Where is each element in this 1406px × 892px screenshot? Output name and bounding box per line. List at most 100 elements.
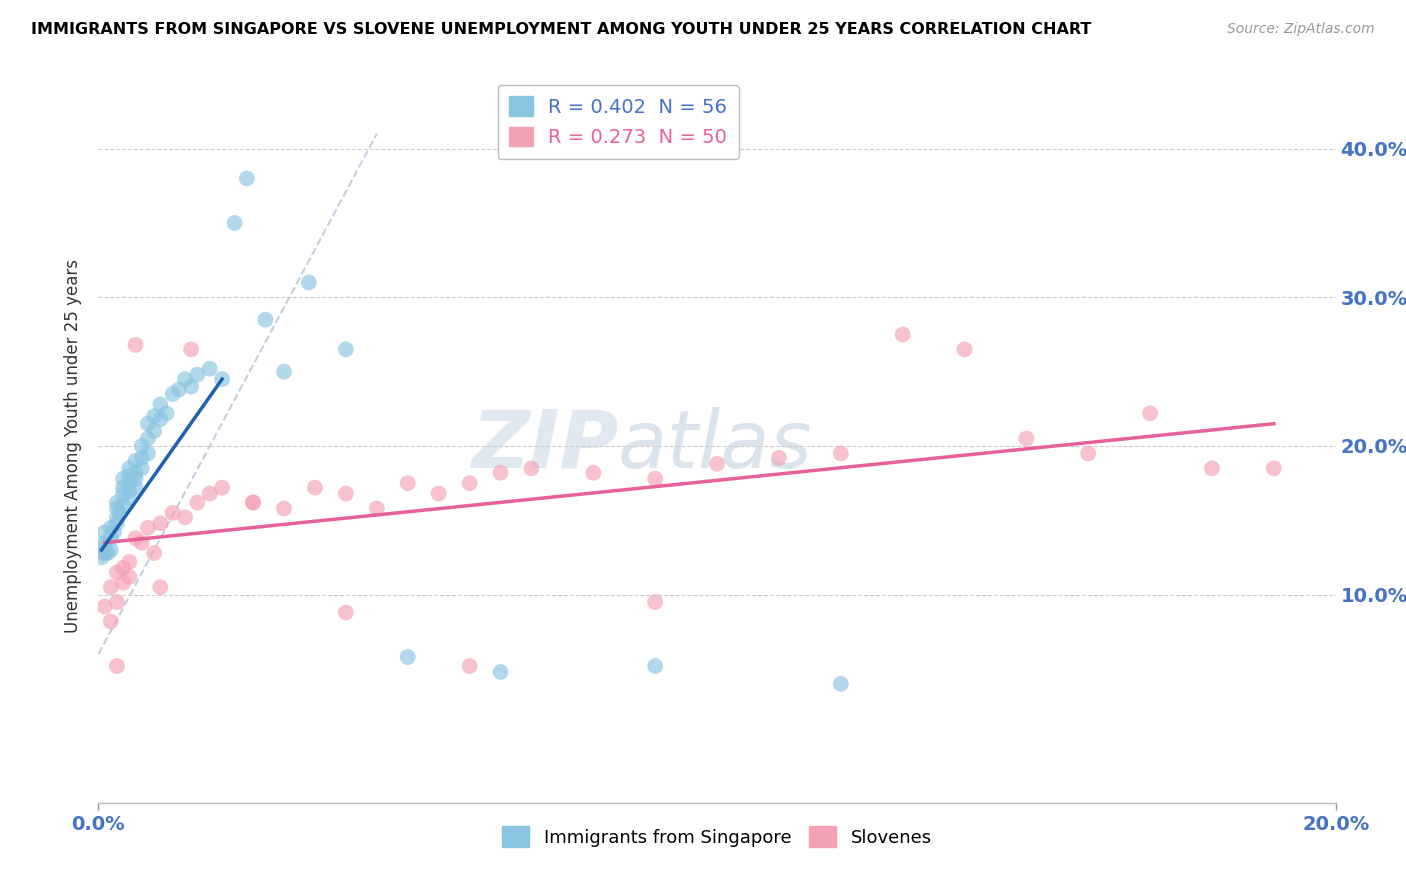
Point <box>298 276 321 290</box>
Point <box>105 659 128 673</box>
Point <box>211 481 233 495</box>
Point <box>520 461 543 475</box>
Point <box>198 361 221 376</box>
Point <box>105 566 128 580</box>
Point <box>97 546 120 560</box>
Point <box>366 501 388 516</box>
Point <box>1077 446 1099 460</box>
Point <box>335 486 357 500</box>
Text: atlas: atlas <box>619 407 813 485</box>
Point <box>149 397 172 411</box>
Point <box>108 506 131 520</box>
Point <box>118 476 141 491</box>
Point <box>90 550 112 565</box>
Point <box>396 650 419 665</box>
Point <box>224 216 246 230</box>
Point <box>143 409 166 424</box>
Point <box>273 365 295 379</box>
Point <box>830 446 852 460</box>
Point <box>124 472 146 486</box>
Point <box>304 481 326 495</box>
Point <box>112 499 135 513</box>
Point <box>458 659 481 673</box>
Point <box>118 555 141 569</box>
Point <box>124 481 146 495</box>
Point <box>396 476 419 491</box>
Text: IMMIGRANTS FROM SINGAPORE VS SLOVENE UNEMPLOYMENT AMONG YOUTH UNDER 25 YEARS COR: IMMIGRANTS FROM SINGAPORE VS SLOVENE UNE… <box>31 22 1091 37</box>
Point <box>136 446 159 460</box>
Point <box>174 372 197 386</box>
Point <box>103 525 125 540</box>
Point <box>118 570 141 584</box>
Point <box>242 495 264 509</box>
Point <box>242 495 264 509</box>
Point <box>112 561 135 575</box>
Point <box>105 510 128 524</box>
Point <box>180 343 202 357</box>
Point <box>112 481 135 495</box>
Point <box>830 677 852 691</box>
Point <box>891 327 914 342</box>
Point <box>105 495 128 509</box>
Point <box>644 595 666 609</box>
Point <box>1263 461 1285 475</box>
Point <box>273 501 295 516</box>
Point <box>93 535 115 549</box>
Point <box>458 476 481 491</box>
Point <box>105 501 128 516</box>
Point <box>131 450 153 465</box>
Text: Source: ZipAtlas.com: Source: ZipAtlas.com <box>1227 22 1375 37</box>
Point <box>174 510 197 524</box>
Point <box>136 521 159 535</box>
Point <box>124 338 146 352</box>
Point <box>489 466 512 480</box>
Point <box>93 540 115 554</box>
Point <box>124 466 146 480</box>
Point <box>112 486 135 500</box>
Point <box>149 580 172 594</box>
Point <box>131 535 153 549</box>
Point <box>167 383 190 397</box>
Point <box>186 495 208 509</box>
Text: ZIP: ZIP <box>471 407 619 485</box>
Point <box>93 546 115 560</box>
Point <box>118 483 141 498</box>
Legend: Immigrants from Singapore, Slovenes: Immigrants from Singapore, Slovenes <box>495 819 939 855</box>
Point <box>953 343 976 357</box>
Point <box>1139 406 1161 420</box>
Point <box>155 406 177 420</box>
Point <box>335 606 357 620</box>
Point <box>100 615 122 629</box>
Point <box>118 491 141 505</box>
Point <box>335 343 357 357</box>
Y-axis label: Unemployment Among Youth under 25 years: Unemployment Among Youth under 25 years <box>65 259 83 633</box>
Point <box>768 450 790 465</box>
Point <box>149 516 172 531</box>
Point <box>124 454 146 468</box>
Point <box>162 506 184 520</box>
Point <box>105 516 128 531</box>
Point <box>1015 432 1038 446</box>
Point <box>105 595 128 609</box>
Point <box>136 432 159 446</box>
Point <box>93 599 115 614</box>
Point <box>143 546 166 560</box>
Point <box>582 466 605 480</box>
Point <box>198 486 221 500</box>
Point <box>254 312 277 326</box>
Point <box>644 659 666 673</box>
Point <box>131 439 153 453</box>
Point <box>100 531 122 545</box>
Point <box>93 525 115 540</box>
Point <box>136 417 159 431</box>
Point <box>162 387 184 401</box>
Point <box>149 412 172 426</box>
Point <box>427 486 450 500</box>
Point <box>131 461 153 475</box>
Point <box>124 531 146 545</box>
Point <box>644 472 666 486</box>
Point <box>118 461 141 475</box>
Point <box>236 171 259 186</box>
Point <box>1201 461 1223 475</box>
Point <box>211 372 233 386</box>
